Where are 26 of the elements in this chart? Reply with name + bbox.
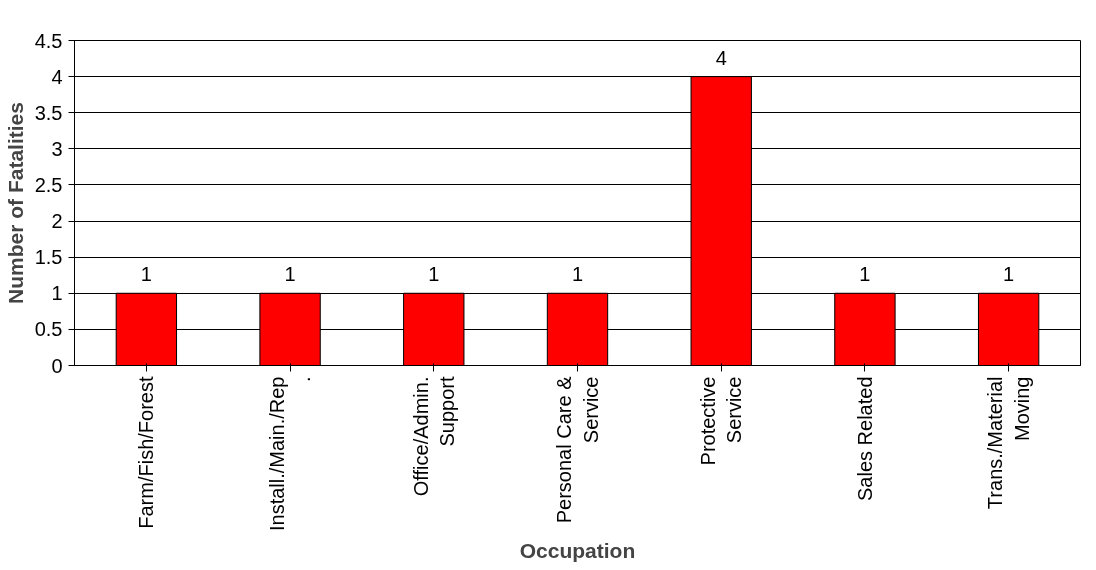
y-tick-label: 1: [51, 282, 63, 305]
y-tick-label: 0: [51, 354, 63, 377]
data-label: 1: [428, 263, 440, 286]
y-tick-label: 0.5: [34, 318, 63, 341]
y-tick-label: 2: [51, 210, 63, 233]
data-label: 1: [859, 263, 871, 286]
y-tick-label: 3.5: [34, 101, 63, 124]
x-tick-label: Sales Related: [853, 376, 876, 502]
x-tick-label: Trans./Material Moving: [984, 376, 1033, 510]
x-axis-title: Occupation: [519, 539, 636, 563]
x-tick-label: Office/Admin. Support: [409, 376, 458, 497]
x-tick-label: Personal Care & Service: [553, 375, 602, 524]
data-label: 1: [140, 263, 152, 286]
data-label: 1: [1003, 263, 1015, 286]
data-label: 4: [715, 46, 727, 69]
x-tick-label: Protective Service: [697, 376, 746, 466]
y-tick-label: 2.5: [34, 173, 63, 196]
y-tick-label: 3: [51, 137, 63, 160]
y-tick-label: 4: [51, 65, 63, 88]
x-tick-label: Farm/Fish/Forest: [135, 376, 158, 529]
data-label: 1: [284, 263, 296, 286]
y-tick-label: 1.5: [34, 246, 63, 269]
y-axis-title: Number of Fatalities: [3, 102, 27, 304]
x-tick-label: Install./Main./Rep.: [265, 376, 315, 532]
data-label: 1: [571, 263, 584, 286]
y-tick-label: 4.5: [34, 29, 63, 52]
